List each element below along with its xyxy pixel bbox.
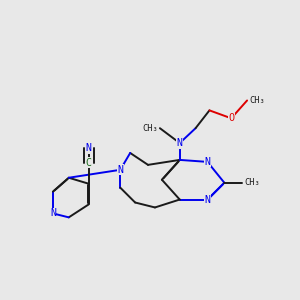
Text: CH₃: CH₃ bbox=[244, 178, 260, 187]
Text: N: N bbox=[85, 143, 91, 153]
Text: N: N bbox=[117, 165, 123, 175]
Text: N: N bbox=[177, 138, 183, 148]
Text: O: O bbox=[228, 113, 234, 123]
Text: N: N bbox=[205, 157, 211, 167]
Text: N: N bbox=[205, 194, 211, 205]
Text: C: C bbox=[85, 158, 91, 168]
Text: N: N bbox=[50, 208, 56, 218]
Text: CH₃: CH₃ bbox=[249, 96, 265, 105]
Text: CH₃: CH₃ bbox=[142, 124, 158, 133]
